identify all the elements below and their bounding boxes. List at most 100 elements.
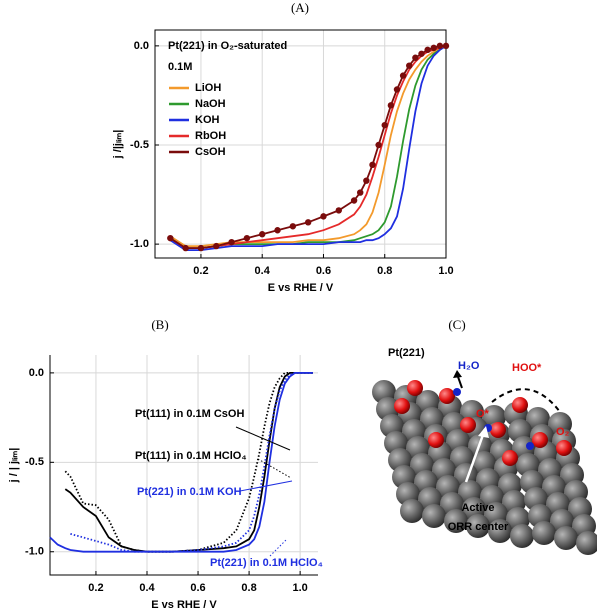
- o-atom: [439, 388, 455, 404]
- reaction-arc: [491, 388, 561, 413]
- o-atom: [532, 432, 548, 448]
- x-tick-label: 0.2: [193, 265, 208, 277]
- x-axis-label: E vs RHE / V: [268, 282, 334, 294]
- x-tick-label: 0.4: [255, 265, 271, 277]
- species-label: O₂: [556, 426, 570, 438]
- legend-label: LiOH: [195, 82, 221, 94]
- series-line: [49, 372, 313, 553]
- x-tick-label: 1.0: [438, 265, 453, 277]
- pointer: [464, 431, 486, 483]
- panel-label: (B): [151, 317, 168, 332]
- series-marker: [213, 242, 220, 250]
- leader-line: [257, 458, 292, 479]
- pt-atom: [466, 514, 490, 538]
- legend-label: KOH: [195, 114, 220, 126]
- series-marker: [357, 189, 364, 196]
- o-atom: [512, 397, 528, 413]
- y-tick-label: -1.0: [25, 546, 44, 558]
- panel-label: (C): [448, 317, 465, 332]
- annotation: 0.1M: [168, 61, 192, 73]
- o-atom: [556, 440, 572, 456]
- arrow-head: [453, 370, 462, 378]
- center-label: ORR center: [448, 521, 509, 533]
- leader-line: [239, 480, 293, 492]
- y-axis-label: j / | jₗᵢₘ|: [8, 448, 20, 484]
- series-marker: [418, 50, 425, 57]
- x-axis-label: E vs RHE / V: [151, 599, 217, 608]
- x-tick-label: 0.8: [241, 582, 256, 594]
- o-atom: [502, 450, 518, 466]
- series-line: [64, 372, 313, 553]
- series-marker: [320, 213, 327, 220]
- series-marker: [369, 161, 376, 169]
- series-marker: [381, 121, 388, 129]
- series-marker: [274, 227, 281, 234]
- leader-line: [235, 426, 291, 451]
- o-atom: [407, 380, 423, 396]
- legend-label: CsOH: [195, 146, 226, 158]
- y-tick-label: -0.5: [130, 139, 149, 151]
- o-atom: [490, 422, 506, 438]
- series-marker: [430, 44, 437, 52]
- species-label: H₂O: [458, 360, 480, 372]
- pt-atom: [488, 519, 512, 543]
- pt-atom: [400, 499, 424, 523]
- series-marker: [424, 46, 431, 54]
- y-tick-label: -1.0: [130, 238, 149, 250]
- o-atom: [394, 398, 410, 414]
- pt-atom: [444, 509, 468, 533]
- center-label: Active: [461, 502, 494, 514]
- series-marker: [363, 177, 370, 184]
- series-marker: [335, 207, 342, 214]
- series-marker: [436, 42, 444, 50]
- series-label: Pt(111) in 0.1M CsOH: [135, 408, 244, 420]
- x-tick-label: 0.6: [316, 265, 331, 277]
- series-marker: [412, 54, 419, 61]
- y-tick-label: -0.5: [25, 456, 44, 468]
- series-marker: [304, 219, 312, 226]
- series-line: [169, 45, 447, 251]
- legend-label: RbOH: [195, 130, 226, 142]
- species-label: HOO*: [512, 362, 542, 374]
- series-marker: [167, 234, 174, 242]
- surface-label: Pt(221): [388, 347, 425, 359]
- series-line: [169, 45, 447, 247]
- x-tick-label: 0.8: [377, 265, 392, 277]
- series-label: Pt(111) in 0.1M HClO₄: [135, 450, 247, 462]
- surface-atoms: [372, 380, 597, 555]
- annotation: Pt(221) in O₂-saturated: [168, 40, 287, 52]
- pt-atom: [510, 524, 534, 548]
- y-tick-label: 0.0: [134, 40, 149, 52]
- pt-atom: [554, 526, 578, 550]
- series-marker: [243, 234, 251, 242]
- pt-atom: [576, 531, 597, 555]
- series-marker: [375, 141, 382, 149]
- species-label: O*: [476, 408, 490, 420]
- series-marker: [387, 102, 395, 109]
- series-label: Pt(221) in 0.1M HClO₄: [210, 557, 323, 569]
- series-line: [169, 45, 446, 249]
- leader-line: [269, 539, 287, 557]
- series-label: Pt(221) in 0.1M KOH: [137, 486, 242, 498]
- plot-frame: [154, 29, 447, 259]
- series-marker: [289, 223, 297, 230]
- pt-atom: [422, 504, 446, 528]
- series-marker: [182, 244, 189, 252]
- series-line: [70, 372, 313, 553]
- series-line: [169, 45, 447, 249]
- series-marker: [228, 238, 235, 246]
- o-atom: [428, 432, 444, 448]
- y-axis-label: j /|jₗᵢₘ|: [112, 130, 124, 160]
- x-tick-label: 1.0: [292, 582, 307, 594]
- h-atom: [526, 442, 534, 450]
- panel-label: (A): [291, 0, 309, 15]
- series-marker: [259, 231, 266, 238]
- series-line: [169, 45, 447, 249]
- pointer-head: [478, 426, 489, 438]
- h-atom: [453, 388, 461, 396]
- series-marker: [393, 86, 401, 93]
- axes: [49, 355, 318, 576]
- x-tick-label: 0.6: [190, 582, 205, 594]
- series-marker: [406, 62, 413, 69]
